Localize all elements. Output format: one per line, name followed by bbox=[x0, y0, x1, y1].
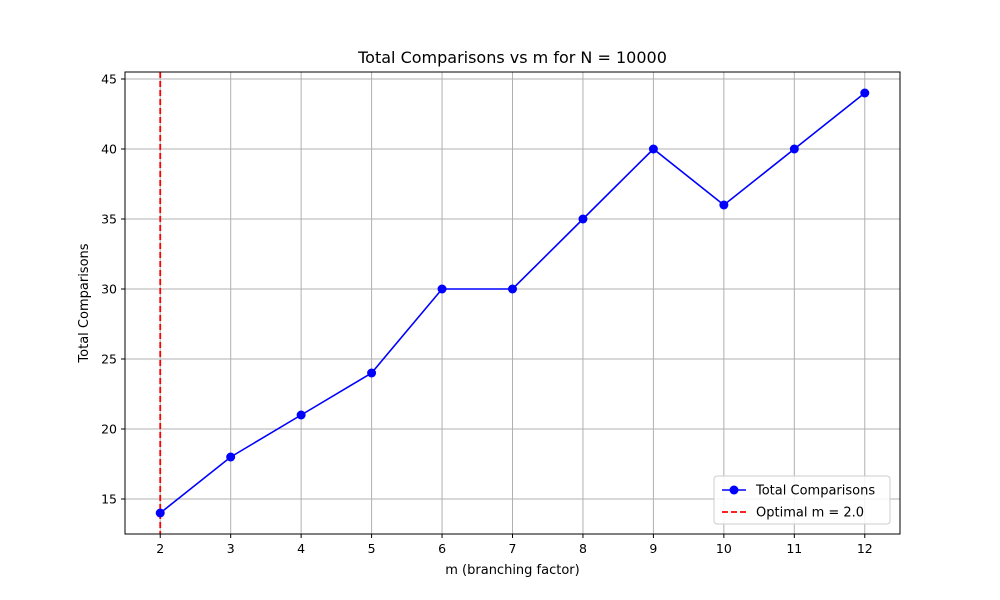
data-point bbox=[789, 144, 799, 154]
y-tick-label: 40 bbox=[101, 142, 117, 157]
x-tick-label: 9 bbox=[649, 541, 657, 556]
x-tick-label: 8 bbox=[579, 541, 587, 556]
y-tick-label: 25 bbox=[101, 352, 117, 367]
x-tick-label: 5 bbox=[368, 541, 376, 556]
data-point bbox=[719, 200, 729, 210]
chart-title: Total Comparisons vs m for N = 10000 bbox=[357, 48, 667, 67]
x-tick-label: 7 bbox=[509, 541, 517, 556]
data-point bbox=[860, 88, 870, 98]
data-point bbox=[508, 284, 517, 294]
x-tick-label: 10 bbox=[716, 541, 732, 556]
x-tick-label: 2 bbox=[156, 541, 164, 556]
series-layer bbox=[155, 88, 870, 518]
data-point bbox=[296, 410, 306, 420]
legend-label-optimal-m: Optimal m = 2.0 bbox=[756, 506, 864, 521]
y-axis-label: Total Comparisons bbox=[77, 243, 92, 363]
y-tick-label: 30 bbox=[101, 282, 117, 297]
y-tick-label: 45 bbox=[101, 72, 117, 87]
x-tick-label: 3 bbox=[227, 541, 235, 556]
data-point bbox=[648, 144, 658, 154]
legend-series-marker bbox=[729, 485, 739, 495]
legend-box bbox=[713, 475, 891, 525]
data-point bbox=[155, 508, 165, 518]
data-point bbox=[437, 284, 447, 294]
y-tick-label: 20 bbox=[101, 422, 117, 437]
x-tick-label: 12 bbox=[857, 541, 873, 556]
data-point bbox=[367, 368, 377, 378]
y-tick-label: 15 bbox=[101, 492, 117, 507]
data-point bbox=[226, 452, 236, 462]
x-tick-label: 6 bbox=[438, 541, 446, 556]
data-point bbox=[578, 214, 588, 224]
legend-label-total-comparisons: Total Comparisons bbox=[755, 484, 875, 499]
x-tick-label: 11 bbox=[786, 541, 802, 556]
y-tick-label: 35 bbox=[101, 212, 117, 227]
x-axis-label: m (branching factor) bbox=[445, 563, 579, 578]
legend: Total Comparisons Optimal m = 2.0 bbox=[713, 475, 891, 525]
x-tick-label: 4 bbox=[297, 541, 305, 556]
